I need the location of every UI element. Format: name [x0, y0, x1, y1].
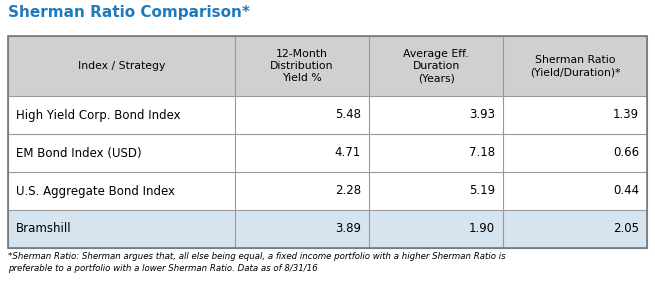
Text: 4.71: 4.71	[335, 147, 361, 160]
Bar	[8, 36, 647, 96]
Text: EM Bond Index (USD): EM Bond Index (USD)	[16, 147, 141, 160]
Text: 5.19: 5.19	[469, 184, 495, 197]
Bar	[8, 36, 647, 248]
Text: 2.05: 2.05	[613, 223, 639, 236]
Text: 0.66: 0.66	[613, 147, 639, 160]
Text: Sherman Ratio
(Yield/Duration)*: Sherman Ratio (Yield/Duration)*	[530, 55, 620, 77]
Bar	[8, 172, 647, 210]
Text: Index / Strategy: Index / Strategy	[78, 61, 165, 71]
Text: 1.90: 1.90	[469, 223, 495, 236]
Text: 2.28: 2.28	[335, 184, 361, 197]
Text: 5.48: 5.48	[335, 109, 361, 121]
Bar	[8, 96, 647, 134]
Text: 0.44: 0.44	[613, 184, 639, 197]
Text: *Sherman Ratio: Sherman argues that, all else being equal, a fixed income portfo: *Sherman Ratio: Sherman argues that, all…	[8, 252, 506, 273]
Text: 1.39: 1.39	[613, 109, 639, 121]
Text: U.S. Aggregate Bond Index: U.S. Aggregate Bond Index	[16, 184, 175, 197]
Bar	[8, 134, 647, 172]
Text: Bramshill: Bramshill	[16, 223, 71, 236]
Text: 3.89: 3.89	[335, 223, 361, 236]
Text: Sherman Ratio Comparison*: Sherman Ratio Comparison*	[8, 5, 250, 20]
Bar	[8, 210, 647, 248]
Text: 12-Month
Distribution
Yield %: 12-Month Distribution Yield %	[271, 49, 333, 83]
Text: 3.93: 3.93	[469, 109, 495, 121]
Text: High Yield Corp. Bond Index: High Yield Corp. Bond Index	[16, 109, 181, 121]
Text: 7.18: 7.18	[469, 147, 495, 160]
Text: Average Eff.
Duration
(Years): Average Eff. Duration (Years)	[403, 49, 469, 83]
